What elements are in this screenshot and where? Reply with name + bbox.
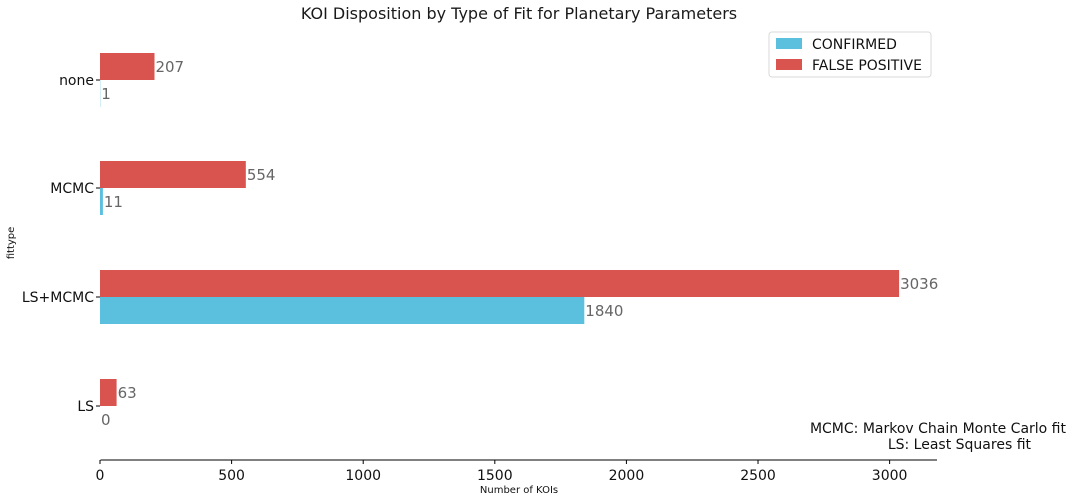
bar-false-positive <box>100 379 117 406</box>
legend-label-false-positive: FALSE POSITIVE <box>812 58 922 74</box>
legend-swatch-confirmed <box>776 38 802 49</box>
x-axis-label: Number of KOIs <box>480 485 558 496</box>
value-labels-layer: 0 63 1840 3036 11 554 1 207 <box>101 58 938 429</box>
x-tick-label: 3000 <box>872 468 908 484</box>
legend-label-confirmed: CONFIRMED <box>812 37 897 53</box>
y-tick-label: LS <box>77 399 94 415</box>
y-tick-label: MCMC <box>50 181 94 197</box>
x-tick-label: 2000 <box>609 468 645 484</box>
bars-layer <box>100 53 900 406</box>
legend-swatch-false-positive <box>776 59 802 70</box>
annotation-line-2: LS: Least Squares fit <box>888 437 1032 453</box>
bar-value-label: 11 <box>104 193 123 211</box>
legend: CONFIRMED FALSE POSITIVE <box>768 31 932 78</box>
bar-value-label: 207 <box>155 58 184 76</box>
legend-box <box>768 31 932 78</box>
bar-value-label: 1840 <box>585 302 623 320</box>
bar-false-positive <box>100 53 155 80</box>
y-tick-label: LS+MCMC <box>22 290 94 306</box>
bar-confirmed <box>100 297 585 324</box>
x-tick-label: 1000 <box>345 468 381 484</box>
x-tick-label: 500 <box>218 468 245 484</box>
y-tick-label: none <box>59 73 94 89</box>
bar-value-label: 0 <box>101 411 111 429</box>
x-tick-label: 1500 <box>477 468 513 484</box>
bar-value-label: 3036 <box>900 275 938 293</box>
bar-value-label: 63 <box>118 384 137 402</box>
bar-value-label: 554 <box>247 166 276 184</box>
bar-confirmed <box>100 188 103 215</box>
annotation-line-1: MCMC: Markov Chain Monte Carlo fit <box>810 421 1067 437</box>
y-axis-label: fittype <box>6 227 17 260</box>
y-ticks-layer: LS LS+MCMC MCMC none <box>22 73 100 415</box>
chart-title: KOI Disposition by Type of Fit for Plane… <box>301 4 737 23</box>
x-tick-label: 0 <box>96 468 105 484</box>
annotation: MCMC: Markov Chain Monte Carlo fit LS: L… <box>810 421 1067 453</box>
bar-value-label: 1 <box>101 85 111 103</box>
x-ticks-layer: 0 500 1000 1500 2000 2500 3000 <box>96 460 908 484</box>
x-tick-label: 2500 <box>740 468 776 484</box>
bar-false-positive <box>100 161 246 188</box>
bar-false-positive <box>100 270 900 297</box>
